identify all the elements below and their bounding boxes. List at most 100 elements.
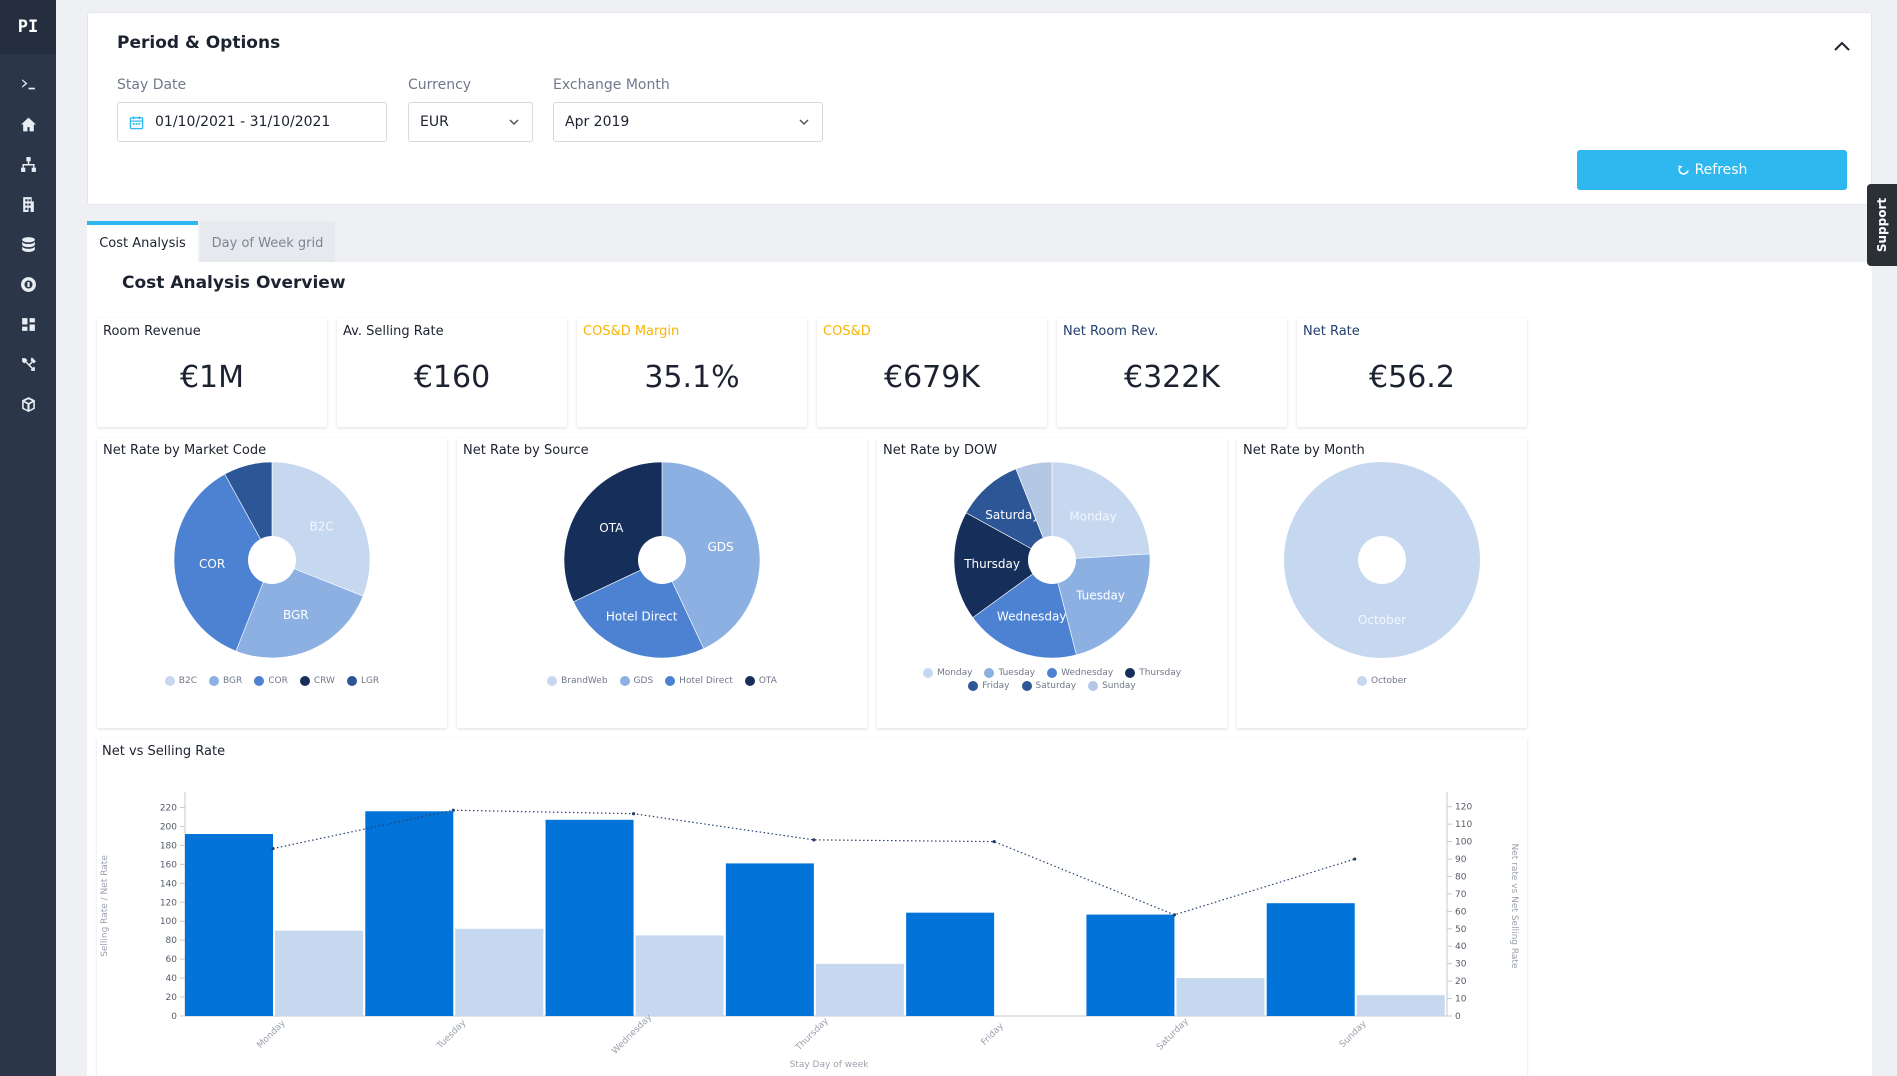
bar-series-2[interactable] [275, 930, 363, 1016]
chart-net-rate-by-market-code: Net Rate by Market Code B2C BGR COR B2C BGR… [97, 438, 447, 728]
legend-item[interactable]: Sunday [1088, 681, 1136, 691]
cube-icon[interactable] [0, 384, 56, 424]
chart-title: Net Rate by DOW [883, 443, 998, 458]
bar-series-1[interactable] [906, 912, 995, 1016]
pie-slice-hotel-direct[interactable] [572, 559, 705, 659]
pie-slice-sunday[interactable] [1015, 461, 1053, 561]
refresh-button[interactable]: Refresh [1577, 150, 1847, 190]
pie-slice-thursday[interactable] [953, 512, 1053, 619]
home-icon[interactable] [0, 104, 56, 144]
chevron-up-icon[interactable] [1833, 39, 1851, 53]
line-point[interactable] [631, 812, 636, 816]
legend-label: Thursday [1139, 668, 1182, 678]
kpi-value: €56.2 [1369, 360, 1455, 395]
kpi-value: 35.1% [644, 360, 740, 395]
legend-item[interactable]: Hotel Direct [665, 676, 733, 686]
bar-series-1[interactable] [725, 863, 814, 1016]
legend-label: Friday [982, 681, 1010, 691]
line-point[interactable] [992, 840, 996, 844]
legend-item[interactable]: BGR [208, 676, 243, 686]
line-point[interactable] [271, 846, 275, 851]
pie-slice-cor[interactable] [173, 473, 273, 652]
bar-series-1[interactable] [1086, 914, 1175, 1016]
cost-analysis-overview-title: Cost Analysis Overview [122, 273, 346, 293]
pie-slice-label: COR [199, 557, 225, 571]
support-tab[interactable]: Support [1867, 184, 1897, 266]
x-tick-label: Saturday [1155, 1016, 1191, 1052]
pie-svg: B2C BGR COR [173, 461, 371, 659]
database-icon[interactable] [0, 224, 56, 264]
hierarchy-icon[interactable] [0, 144, 56, 184]
bar-series-1[interactable] [365, 811, 454, 1016]
legend-swatch [299, 676, 310, 686]
legend-swatch [254, 676, 265, 686]
bar-series-2[interactable] [455, 928, 544, 1016]
bar-series-1[interactable] [545, 819, 634, 1016]
pie-slice-wednesday[interactable] [972, 559, 1077, 659]
legend-label: BGR [222, 676, 243, 686]
app-logo[interactable]: PI [0, 0, 56, 54]
kpi-label: Room Revenue [103, 324, 201, 339]
bar-series-2[interactable] [815, 963, 904, 1016]
y-tick-label: 140 [160, 879, 177, 889]
legend-item[interactable]: BrandWeb [547, 676, 608, 686]
chart-title: Net Rate by Source [463, 443, 589, 458]
pie-slice-bgr[interactable] [235, 559, 364, 659]
legend-item[interactable]: CRW [299, 676, 335, 686]
pie-hole [248, 536, 296, 584]
kpi-value: €1M [179, 360, 245, 395]
legend-item[interactable]: Thursday [1125, 668, 1181, 678]
chevron-down-icon [509, 119, 519, 126]
kpi-label: COS&D Margin [583, 324, 680, 339]
currency-select[interactable]: EUR [408, 102, 533, 142]
legend-item[interactable]: Wednesday [1047, 668, 1113, 678]
pie-slice-label: Wednesday [997, 609, 1066, 623]
line-point[interactable] [1172, 913, 1177, 917]
pie-slice-label: Tuesday [1075, 588, 1125, 602]
legend-item[interactable]: Monday [922, 668, 972, 678]
pie-slice-label: Hotel Direct [606, 609, 678, 623]
legend-item[interactable]: LGR [346, 676, 379, 686]
stay-date-field[interactable]: 01/10/2021 - 31/10/2021 [117, 102, 387, 142]
tools-icon[interactable] [0, 344, 56, 384]
exchange-month-select[interactable]: Apr 2019 [553, 102, 823, 142]
legend-item[interactable]: GDS [619, 676, 653, 686]
line-point[interactable] [812, 838, 816, 842]
legend-item[interactable]: Friday [968, 681, 1010, 691]
legend-item[interactable]: OTA [744, 676, 777, 686]
legend-item[interactable]: COR [254, 676, 288, 686]
bar-series-2[interactable] [635, 935, 724, 1016]
gear-icon[interactable] [0, 264, 56, 304]
y2-tick-label: 80 [1455, 872, 1467, 882]
pie-slice-saturday[interactable] [965, 468, 1053, 561]
pie-slice-ota[interactable] [563, 461, 663, 603]
exchange-month-label: Exchange Month [553, 77, 670, 93]
legend-item[interactable]: October [1356, 676, 1407, 686]
legend-item[interactable]: Tuesday [984, 668, 1035, 678]
bar-series-2[interactable] [1176, 978, 1265, 1016]
tab-cost-analysis[interactable]: Cost Analysis [87, 221, 198, 262]
kpi-cosd: COS&D €679K [817, 318, 1047, 427]
pie-slice-monday[interactable] [1051, 461, 1151, 561]
pie-slice-gds[interactable] [661, 461, 761, 650]
y2-tick-label: 40 [1455, 942, 1467, 952]
legend-label: COR [268, 676, 288, 686]
calendar-icon [129, 115, 144, 129]
terminal-icon[interactable] [0, 64, 56, 104]
building-icon[interactable] [0, 184, 56, 224]
pie-slice-b2c[interactable] [271, 461, 371, 597]
pie-slice-tuesday[interactable] [1051, 553, 1151, 656]
tab-day-of-week-grid[interactable]: Day of Week grid [200, 221, 335, 262]
line-point[interactable] [1353, 857, 1357, 861]
dashboard-icon[interactable] [0, 304, 56, 344]
legend-item[interactable]: Saturday [1021, 681, 1076, 691]
pie-slice-lgr[interactable] [224, 461, 273, 561]
bar-series-1[interactable] [1266, 903, 1355, 1016]
stay-date-value: 01/10/2021 - 31/10/2021 [155, 114, 331, 130]
kpi-room-revenue: Room Revenue €1M [97, 318, 327, 427]
y2-tick-label: 0 [1455, 1012, 1461, 1022]
legend-item[interactable]: B2C [164, 676, 197, 686]
bar-series-1[interactable] [185, 834, 273, 1016]
bar-series-2[interactable] [1356, 995, 1445, 1016]
line-point[interactable] [451, 808, 455, 812]
